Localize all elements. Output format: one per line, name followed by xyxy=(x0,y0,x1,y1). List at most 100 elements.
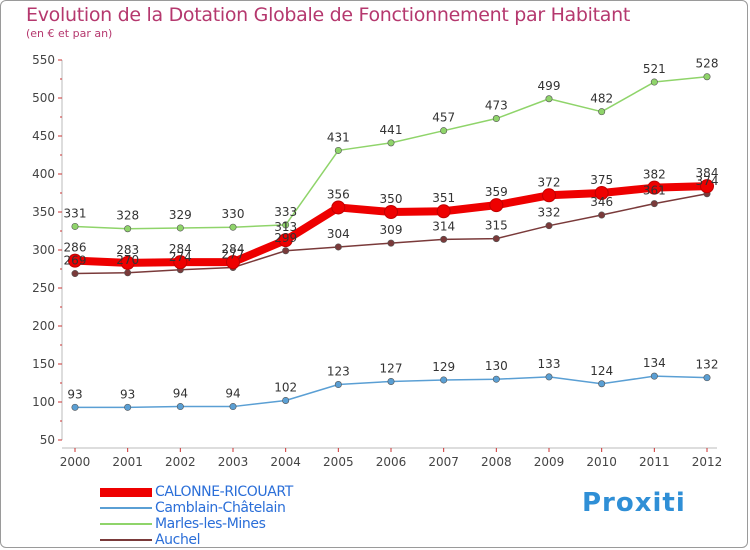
y-tick-label: 550 xyxy=(32,53,55,67)
data-point-marles-les-mines xyxy=(124,225,132,233)
data-label-calonne-ricouart: 356 xyxy=(327,187,350,201)
data-point-auchel xyxy=(492,235,500,243)
data-label-camblain-ch-telain: 127 xyxy=(380,361,403,375)
data-label-auchel: 315 xyxy=(485,219,508,233)
y-tick-label: 450 xyxy=(32,129,55,143)
data-point-marles-les-mines xyxy=(545,95,553,103)
data-label-camblain-ch-telain: 94 xyxy=(173,387,188,401)
x-tick-label: 2012 xyxy=(692,455,723,469)
data-point-marles-les-mines xyxy=(703,73,711,81)
data-point-marles-les-mines xyxy=(229,223,237,231)
data-label-marles-les-mines: 329 xyxy=(169,208,192,222)
data-label-camblain-ch-telain: 123 xyxy=(327,365,350,379)
data-label-calonne-ricouart: 286 xyxy=(64,241,87,255)
data-label-calonne-ricouart: 375 xyxy=(590,173,613,187)
data-point-camblain-ch-telain xyxy=(598,380,606,388)
data-label-marles-les-mines: 330 xyxy=(222,207,245,221)
x-tick-label: 2006 xyxy=(376,455,407,469)
data-label-marles-les-mines: 499 xyxy=(538,79,561,93)
y-tick-label: 100 xyxy=(32,395,55,409)
data-label-calonne-ricouart: 384 xyxy=(696,166,719,180)
data-point-auchel xyxy=(545,222,553,230)
x-tick-label: 2008 xyxy=(481,455,512,469)
data-label-marles-les-mines: 521 xyxy=(643,62,666,76)
x-tick-label: 2002 xyxy=(165,455,196,469)
data-label-calonne-ricouart: 372 xyxy=(538,175,561,189)
data-point-calonne-ricouart xyxy=(594,186,609,200)
chart-subtitle: (en € et par an) xyxy=(26,27,113,40)
data-label-auchel: 269 xyxy=(64,254,87,268)
data-point-calonne-ricouart xyxy=(436,204,451,219)
data-point-marles-les-mines xyxy=(598,108,606,116)
data-label-camblain-ch-telain: 93 xyxy=(120,387,135,401)
data-label-auchel: 314 xyxy=(432,219,455,233)
data-point-marles-les-mines xyxy=(650,78,658,86)
legend-swatch xyxy=(100,488,152,497)
data-point-marles-les-mines xyxy=(71,222,79,230)
legend-swatch xyxy=(100,507,152,509)
data-point-auchel xyxy=(334,243,342,251)
data-point-auchel xyxy=(650,200,658,208)
legend-label: CALONNE-RICOUART xyxy=(155,484,293,500)
data-point-camblain-ch-telain xyxy=(650,372,658,380)
data-point-camblain-ch-telain xyxy=(492,375,500,383)
data-point-calonne-ricouart xyxy=(331,200,346,215)
data-label-calonne-ricouart: 283 xyxy=(116,243,139,257)
data-label-camblain-ch-telain: 124 xyxy=(590,364,613,378)
data-point-calonne-ricouart xyxy=(542,188,556,203)
data-label-camblain-ch-telain: 134 xyxy=(643,356,666,370)
legend-label: Camblain-Châtelain xyxy=(155,500,286,516)
data-point-camblain-ch-telain xyxy=(545,373,553,381)
data-label-auchel: 274 xyxy=(169,250,192,264)
data-label-marles-les-mines: 328 xyxy=(116,209,139,223)
data-label-auchel: 277 xyxy=(222,247,245,261)
data-label-marles-les-mines: 331 xyxy=(64,206,87,220)
x-tick-label: 2005 xyxy=(323,455,354,469)
data-point-marles-les-mines xyxy=(334,146,342,154)
y-tick-label: 50 xyxy=(40,433,55,447)
data-point-calonne-ricouart xyxy=(226,255,240,270)
data-point-auchel xyxy=(598,211,606,219)
legend-label: Auchel xyxy=(155,532,201,548)
data-label-auchel: 270 xyxy=(116,253,139,267)
legend-label: Marles-les-Mines xyxy=(155,516,266,532)
data-point-camblain-ch-telain xyxy=(334,381,342,389)
data-label-auchel: 304 xyxy=(327,227,350,241)
data-point-calonne-ricouart xyxy=(384,205,398,219)
data-point-calonne-ricouart xyxy=(120,255,135,270)
data-point-calonne-ricouart xyxy=(68,253,82,268)
data-point-calonne-ricouart xyxy=(278,233,293,248)
x-tick-label: 2007 xyxy=(428,455,459,469)
y-tick-label: 500 xyxy=(32,91,55,105)
data-label-marles-les-mines: 333 xyxy=(274,205,297,219)
data-point-calonne-ricouart xyxy=(647,180,662,195)
x-tick-label: 2000 xyxy=(60,455,91,469)
data-label-marles-les-mines: 482 xyxy=(590,92,613,106)
data-point-camblain-ch-telain xyxy=(387,377,395,385)
data-label-marles-les-mines: 431 xyxy=(327,130,350,144)
x-tick-label: 2001 xyxy=(112,455,143,469)
y-tick-label: 200 xyxy=(32,319,55,333)
data-label-camblain-ch-telain: 130 xyxy=(485,359,508,373)
data-point-marles-les-mines xyxy=(282,221,290,229)
x-tick-label: 2011 xyxy=(639,455,670,469)
data-point-auchel xyxy=(71,270,79,278)
data-label-marles-les-mines: 441 xyxy=(380,123,403,137)
data-point-auchel xyxy=(282,247,290,255)
data-label-calonne-ricouart: 284 xyxy=(222,242,245,256)
data-point-calonne-ricouart xyxy=(173,255,188,270)
x-tick-label: 2009 xyxy=(534,455,565,469)
data-point-camblain-ch-telain xyxy=(176,403,184,411)
legend-swatch xyxy=(100,523,152,525)
data-label-marles-les-mines: 528 xyxy=(696,57,719,71)
data-label-calonne-ricouart: 351 xyxy=(432,191,455,205)
x-tick-label: 2004 xyxy=(270,455,301,469)
data-point-marles-les-mines xyxy=(387,139,395,147)
data-point-marles-les-mines xyxy=(176,224,184,232)
data-point-marles-les-mines xyxy=(492,115,500,123)
y-tick-label: 400 xyxy=(32,167,55,181)
x-tick-label: 2010 xyxy=(586,455,617,469)
data-label-marles-les-mines: 473 xyxy=(485,99,508,113)
data-label-marles-les-mines: 457 xyxy=(432,111,455,125)
data-label-calonne-ricouart: 313 xyxy=(274,220,297,234)
